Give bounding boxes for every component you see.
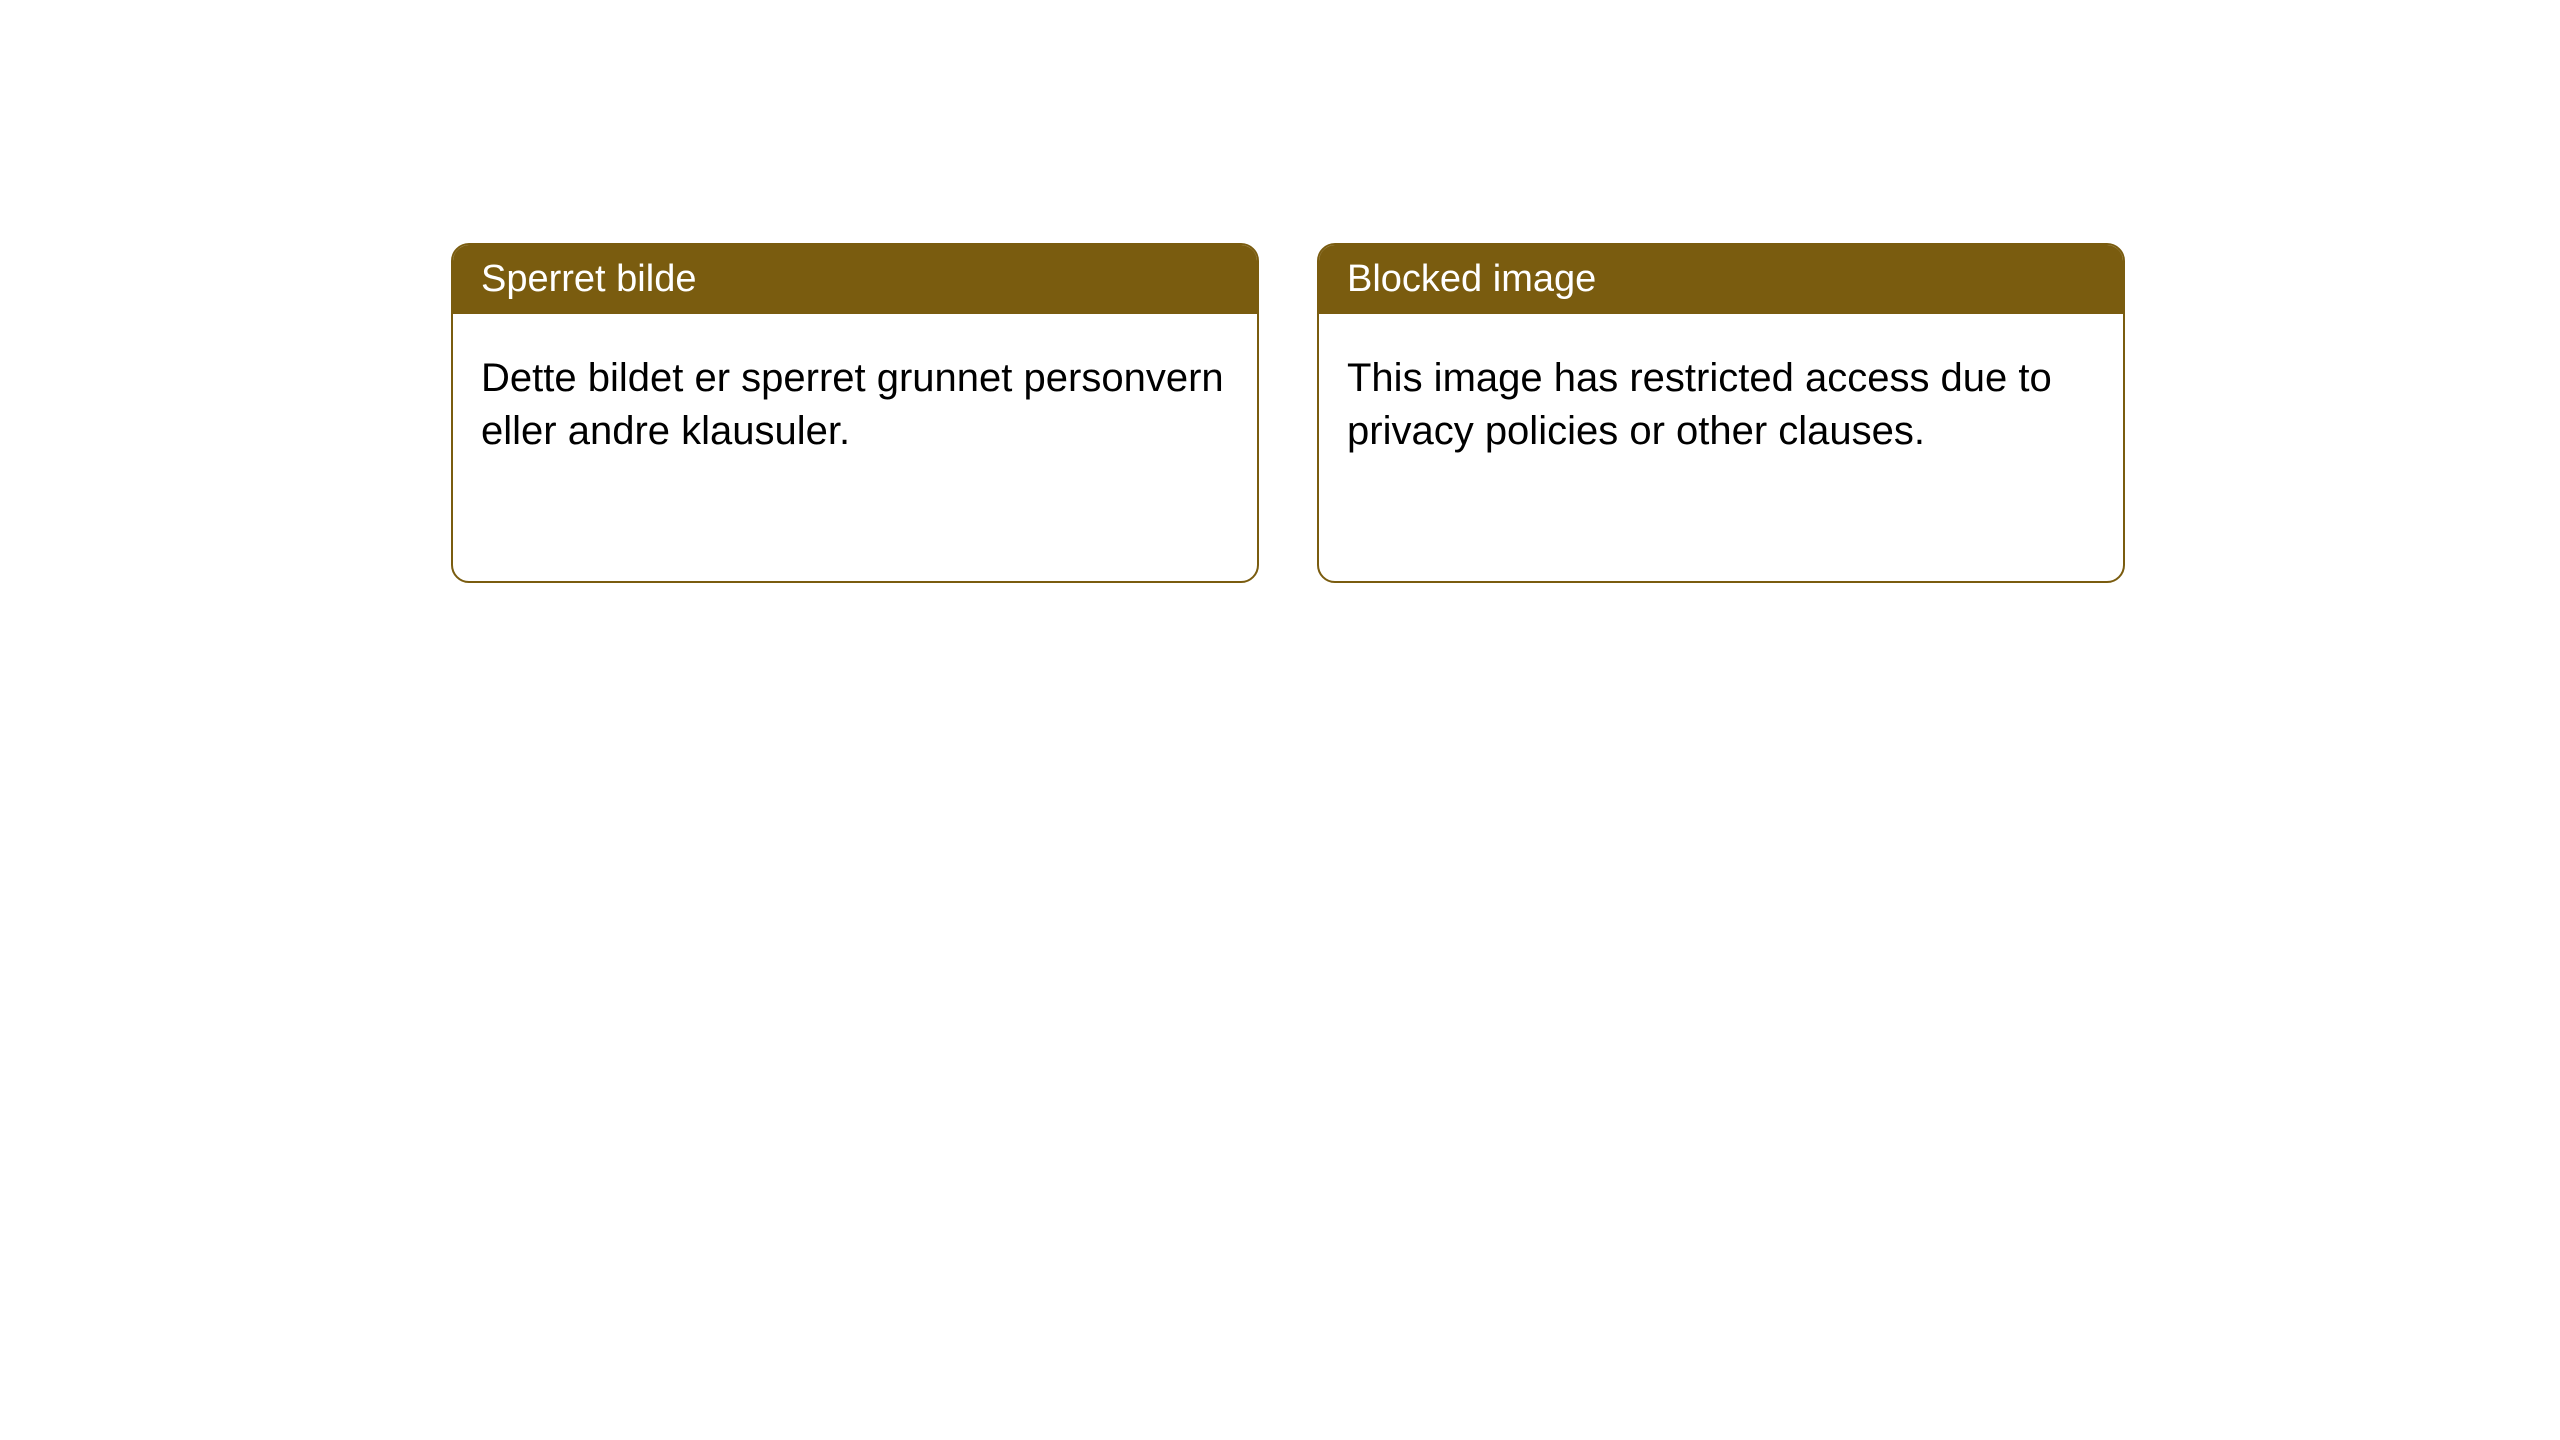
card-title: Blocked image xyxy=(1347,258,1596,300)
notice-card-english: Blocked image This image has restricted … xyxy=(1317,243,2125,583)
card-body: Dette bildet er sperret grunnet personve… xyxy=(453,314,1257,496)
card-message: This image has restricted access due to … xyxy=(1347,356,2052,453)
card-header: Sperret bilde xyxy=(453,245,1257,314)
card-body: This image has restricted access due to … xyxy=(1319,314,2123,496)
notice-card-norwegian: Sperret bilde Dette bildet er sperret gr… xyxy=(451,243,1259,583)
card-header: Blocked image xyxy=(1319,245,2123,314)
card-title: Sperret bilde xyxy=(481,258,696,300)
notice-cards-container: Sperret bilde Dette bildet er sperret gr… xyxy=(451,243,2125,583)
card-message: Dette bildet er sperret grunnet personve… xyxy=(481,356,1224,453)
